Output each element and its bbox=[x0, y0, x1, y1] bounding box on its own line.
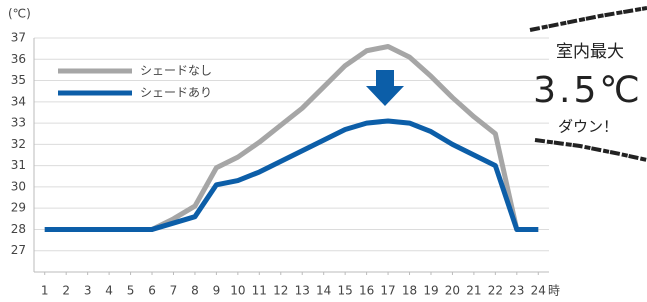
chart: 2728293031323334353637123456789101112131… bbox=[0, 0, 647, 302]
y-tick-label: 35 bbox=[11, 73, 26, 87]
x-tick-label: 21 bbox=[466, 284, 481, 298]
x-tick-label: 1 bbox=[41, 284, 49, 298]
x-tick-label: 2 bbox=[62, 284, 70, 298]
x-tick-label: 9 bbox=[213, 284, 221, 298]
x-tick-label: 5 bbox=[127, 284, 135, 298]
x-tick-label: 11 bbox=[252, 284, 267, 298]
callout-stroke bbox=[535, 140, 647, 160]
y-tick-label: 30 bbox=[11, 179, 26, 193]
y-tick-label: 37 bbox=[11, 31, 26, 45]
down-arrow bbox=[366, 70, 404, 106]
y-tick-label: 27 bbox=[11, 243, 26, 257]
y-tick-label: 32 bbox=[11, 137, 26, 151]
legend-label: シェードあり bbox=[140, 86, 212, 100]
x-tick-label: 19 bbox=[423, 284, 438, 298]
x-tick-label: 3 bbox=[84, 284, 92, 298]
legend-label: シェードなし bbox=[140, 64, 212, 78]
x-tick-label: 17 bbox=[380, 284, 395, 298]
x-tick-label: 12 bbox=[273, 284, 288, 298]
annotation: ダウン！ bbox=[558, 118, 618, 136]
x-tick-label: 13 bbox=[295, 284, 310, 298]
x-tick-label: 6 bbox=[148, 284, 156, 298]
x-tick-label: 24 bbox=[531, 284, 546, 298]
y-tick-label: 33 bbox=[11, 116, 26, 130]
annotation: 3.5℃ bbox=[533, 70, 643, 111]
callout-stroke bbox=[530, 8, 647, 30]
annotation: 室内最大 bbox=[556, 42, 624, 62]
callout: 室内最大 3.5℃ ダウン！ bbox=[530, 8, 647, 160]
y-tick-label: 34 bbox=[11, 94, 26, 108]
y-tick-label: 29 bbox=[11, 201, 26, 215]
x-tick-label: 18 bbox=[402, 284, 417, 298]
x-tick-label: 16 bbox=[359, 284, 374, 298]
x-tick-label: 23 bbox=[509, 284, 524, 298]
y-axis-label: (℃) bbox=[8, 7, 31, 21]
x-tick-label: 14 bbox=[316, 284, 331, 298]
x-tick-label: 4 bbox=[105, 284, 113, 298]
x-tick-label: 22 bbox=[488, 284, 503, 298]
x-tick-label: 15 bbox=[338, 284, 353, 298]
series-line bbox=[45, 47, 539, 230]
x-tick-label: 7 bbox=[170, 284, 178, 298]
y-tick-label: 28 bbox=[11, 222, 26, 236]
y-tick-label: 31 bbox=[11, 158, 26, 172]
y-tick-label: 36 bbox=[11, 52, 26, 66]
x-tick-label: 8 bbox=[191, 284, 199, 298]
x-axis-label: 時 bbox=[548, 284, 560, 298]
x-tick-label: 10 bbox=[230, 284, 245, 298]
series-line bbox=[45, 121, 539, 229]
x-tick-label: 20 bbox=[445, 284, 460, 298]
